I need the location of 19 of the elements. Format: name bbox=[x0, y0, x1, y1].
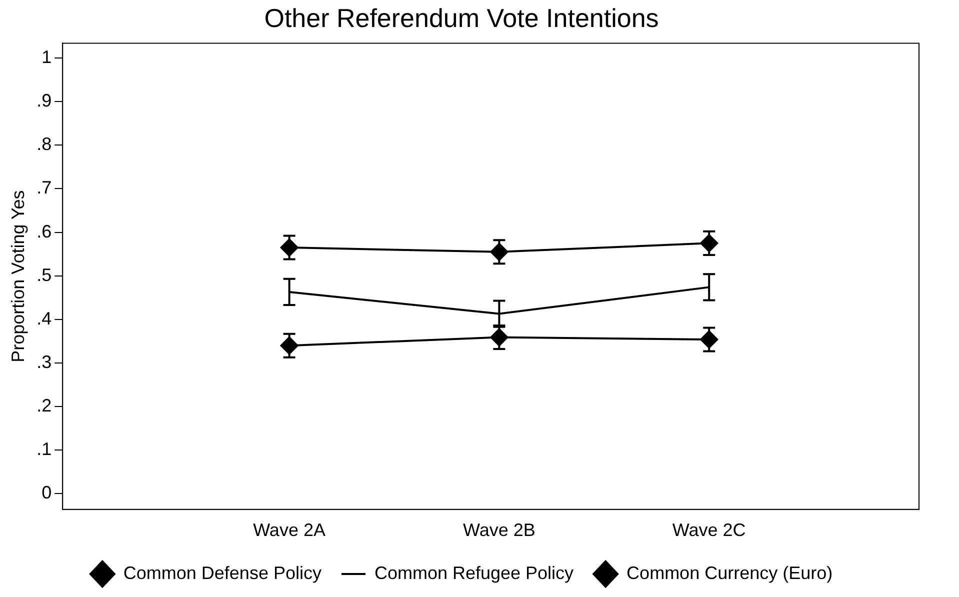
legend-label: Common Defense Policy bbox=[123, 562, 322, 583]
y-tick-label: .6 bbox=[36, 221, 52, 242]
y-tick-label: .8 bbox=[36, 134, 52, 154]
x-tick-label: Wave 2A bbox=[253, 520, 326, 540]
y-tick-label: .5 bbox=[36, 264, 52, 285]
y-tick-label: .3 bbox=[36, 352, 52, 372]
y-tick-label: .9 bbox=[36, 90, 52, 111]
y-tick-label: 1 bbox=[42, 46, 52, 67]
legend-label: Common Refugee Policy bbox=[374, 562, 574, 583]
x-tick-label: Wave 2C bbox=[672, 520, 746, 540]
y-tick-label: 0 bbox=[42, 482, 52, 503]
y-axis-title: Proportion Voting Yes bbox=[8, 190, 28, 362]
y-tick-label: .1 bbox=[36, 439, 52, 460]
x-tick-label: Wave 2B bbox=[463, 520, 536, 540]
y-tick-label: .4 bbox=[36, 308, 52, 328]
y-tick-label: .7 bbox=[36, 178, 52, 198]
chart-title: Other Referendum Vote Intentions bbox=[264, 2, 659, 33]
legend-label: Common Currency (Euro) bbox=[626, 562, 833, 583]
y-tick-label: .2 bbox=[36, 396, 52, 416]
